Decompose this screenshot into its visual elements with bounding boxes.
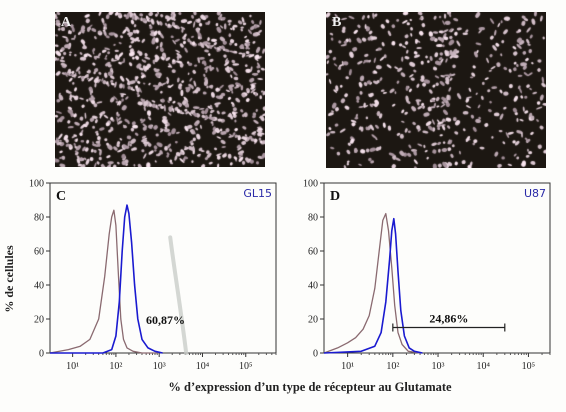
- cell-line-label: U87: [524, 187, 546, 200]
- percentage-annotation: 24,86%: [429, 312, 468, 326]
- histogram-series-2: [323, 217, 423, 354]
- micrograph-b: B: [326, 12, 546, 168]
- y-tick-label: 80: [34, 213, 44, 224]
- x-tick-label: 10⁵: [239, 361, 253, 372]
- x-tick-label: 10²: [386, 361, 399, 372]
- y-tick-label: 0: [39, 349, 44, 360]
- y-tick-label: 60: [308, 247, 318, 258]
- micrograph-a-image: [55, 12, 265, 167]
- y-tick-label: 80: [308, 213, 318, 224]
- histogram-series-2: [50, 204, 163, 354]
- x-tick-label: 10⁵: [522, 361, 536, 372]
- x-tick-label: 10³: [432, 361, 445, 372]
- cell-line-label: GL15: [243, 187, 272, 200]
- y-tick-label: 100: [29, 179, 44, 190]
- histogram-c: 0 20 40 60 80 100 10¹ 10² 10³ 10⁴ 10⁵ C GL15 60,87%: [29, 179, 277, 372]
- x-tick-label: 10³: [153, 361, 166, 372]
- percentage-annotation: 60,87%: [146, 313, 185, 327]
- y-tick-label: 0: [313, 349, 318, 360]
- plot-frame: [49, 182, 277, 354]
- histogram-series-1: [49, 209, 160, 354]
- x-tick-label: 10¹: [341, 361, 354, 372]
- panel-letter-a: A: [61, 15, 72, 30]
- panel-letter: D: [330, 189, 340, 204]
- x-tick-label: 10¹: [66, 361, 79, 372]
- y-tick-label: 40: [308, 281, 318, 292]
- scan-smudge: [168, 235, 189, 355]
- panel-letter: C: [56, 189, 66, 204]
- x-tick-label: 10⁴: [196, 361, 210, 372]
- y-tick-label: 100: [303, 179, 318, 190]
- x-tick-label: 10²: [109, 361, 122, 372]
- y-tick-label: 60: [34, 247, 44, 258]
- histogram-series-1: [323, 212, 421, 354]
- micrograph-b-image: [326, 12, 546, 168]
- y-tick-label: 40: [34, 281, 44, 292]
- y-tick-label: 20: [308, 315, 318, 326]
- panel-letter-b: B: [332, 15, 342, 30]
- x-axis-label: % d’expression d’un type de récepteur au…: [168, 380, 452, 394]
- histogram-d: 0 20 40 60 80 100 10¹ 10² 10³ 10⁴ 10⁵ D U87 24,86%: [303, 179, 551, 372]
- x-tick-label: 10⁴: [476, 361, 490, 372]
- y-axis-label: % de cellules: [2, 245, 16, 313]
- plot-frame: [323, 182, 551, 354]
- micrograph-a: A: [55, 12, 265, 167]
- y-tick-label: 20: [34, 315, 44, 326]
